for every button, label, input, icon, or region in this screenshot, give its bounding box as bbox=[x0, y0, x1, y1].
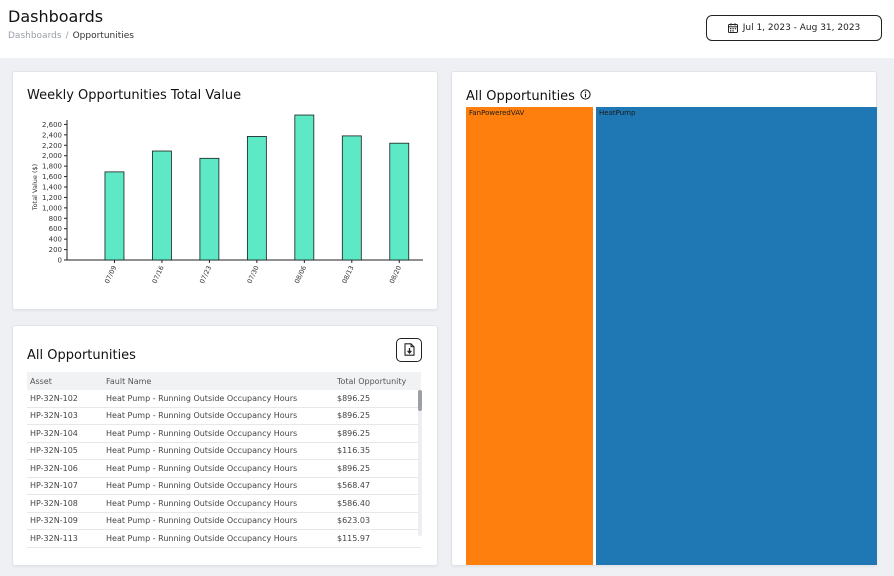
opportunities-table-card: All Opportunities Asset Fault Name Total… bbox=[12, 325, 438, 566]
x-tick-label: 07/09 bbox=[103, 264, 118, 284]
fault-name-cell: Heat Pump - Running Outside Occupancy Ho… bbox=[106, 516, 298, 526]
asset-cell: HP-32N-103 bbox=[30, 411, 78, 421]
y-tick-label: 1,800 bbox=[42, 163, 62, 171]
y-tick-label: 1,000 bbox=[42, 204, 62, 212]
weekly-bar-chart: 0 200 400 600 800 1,000 1,200 1,400 1,600 1,800 2,… bbox=[31, 114, 423, 285]
table-row[interactable]: HP-32N-102 Heat Pump - Running Outside Oc… bbox=[27, 390, 421, 408]
bar bbox=[389, 142, 410, 261]
total-opportunity-cell: $896.25 bbox=[337, 393, 371, 403]
table-row[interactable]: HP-32N-113 Heat Pump - Running Outside Oc… bbox=[27, 530, 421, 548]
y-tick-label: 1,400 bbox=[42, 184, 62, 192]
y-tick-label: 0 bbox=[58, 257, 62, 265]
fault-name-cell: Heat Pump - Running Outside Occupancy Ho… bbox=[106, 463, 298, 473]
calendar-icon bbox=[727, 23, 738, 33]
table-row[interactable]: HP-32N-104 Heat Pump - Running Outside Oc… bbox=[27, 425, 421, 443]
info-icon[interactable] bbox=[580, 89, 591, 104]
table-scrollbar[interactable] bbox=[418, 390, 422, 536]
asset-cell: HP-32N-105 bbox=[30, 446, 78, 456]
bar bbox=[246, 136, 267, 261]
weekly-chart-title: Weekly Opportunities Total Value bbox=[27, 88, 242, 103]
table-row[interactable]: HP-32N-107 Heat Pump - Running Outside Oc… bbox=[27, 478, 421, 495]
total-opportunity-cell: $623.03 bbox=[337, 516, 371, 526]
table-header: Asset Fault Name Total Opportunity bbox=[27, 372, 421, 390]
bar bbox=[341, 135, 362, 261]
breadcrumb-current: Opportunities bbox=[72, 31, 134, 41]
fault-name-cell: Heat Pump - Running Outside Occupancy Ho… bbox=[106, 446, 298, 456]
column-header-asset[interactable]: Asset bbox=[30, 376, 52, 386]
y-tick-label: 400 bbox=[49, 236, 62, 244]
breadcrumb-separator: / bbox=[65, 31, 69, 41]
column-header-fault-name[interactable]: Fault Name bbox=[106, 376, 152, 386]
asset-cell: HP-32N-108 bbox=[30, 498, 78, 508]
bar bbox=[104, 171, 125, 261]
table-row[interactable]: HP-32N-105 Heat Pump - Running Outside Oc… bbox=[27, 443, 421, 460]
total-opportunity-cell: $586.40 bbox=[337, 498, 371, 508]
treemap-tile-label: FanPoweredVAV bbox=[469, 109, 525, 117]
y-tick-label: 1,600 bbox=[42, 173, 62, 181]
table-row[interactable]: HP-32N-108 Heat Pump - Running Outside Oc… bbox=[27, 495, 421, 513]
fault-name-cell: Heat Pump - Running Outside Occupancy Ho… bbox=[106, 411, 298, 421]
y-tick-label: 600 bbox=[49, 225, 62, 233]
total-opportunity-cell: $116.35 bbox=[337, 446, 371, 456]
fault-name-cell: Heat Pump - Running Outside Occupancy Ho… bbox=[106, 428, 298, 438]
export-file-icon bbox=[403, 341, 415, 360]
x-tick-label: 07/23 bbox=[198, 264, 213, 284]
x-tick-label: 08/20 bbox=[388, 264, 403, 284]
fault-name-cell: Heat Pump - Running Outside Occupancy Ho… bbox=[106, 533, 298, 543]
asset-cell: HP-32N-107 bbox=[30, 481, 78, 491]
x-tick-label: 08/13 bbox=[340, 264, 355, 284]
page-title: Dashboards bbox=[8, 7, 104, 26]
treemap-title-row: All Opportunities bbox=[466, 89, 591, 104]
total-opportunity-cell: $896.25 bbox=[337, 428, 371, 438]
table-scrollbar-thumb[interactable] bbox=[418, 390, 422, 411]
bar bbox=[199, 157, 220, 261]
weekly-opportunities-card: Weekly Opportunities Total Value 0 200 400… bbox=[12, 71, 438, 310]
column-header-total-opportunity[interactable]: Total Opportunity bbox=[337, 376, 407, 386]
fault-name-cell: Heat Pump - Running Outside Occupancy Ho… bbox=[106, 393, 298, 403]
bar bbox=[152, 150, 172, 261]
y-axis-label: Total Value ($) bbox=[31, 164, 39, 211]
total-opportunity-cell: $568.47 bbox=[337, 481, 371, 491]
bar bbox=[294, 114, 315, 261]
table-title: All Opportunities bbox=[27, 348, 136, 363]
table-row[interactable]: HP-32N-109 Heat Pump - Running Outside Oc… bbox=[27, 513, 421, 530]
treemap-title: All Opportunities bbox=[466, 89, 575, 104]
total-opportunity-cell: $896.25 bbox=[337, 411, 371, 421]
x-tick-label: 08/06 bbox=[293, 264, 308, 284]
date-range-button[interactable]: Jul 1, 2023 - Aug 31, 2023 bbox=[706, 15, 882, 41]
total-opportunity-cell: $896.25 bbox=[337, 463, 371, 473]
y-tick-label: 2,000 bbox=[42, 152, 62, 160]
asset-cell: HP-32N-109 bbox=[30, 516, 78, 526]
total-opportunity-cell: $115.97 bbox=[337, 533, 371, 543]
table-row[interactable]: HP-32N-103 Heat Pump - Running Outside Oc… bbox=[27, 408, 421, 425]
treemap-tile[interactable]: FanPoweredVAV bbox=[466, 107, 593, 565]
export-button[interactable] bbox=[396, 338, 422, 362]
y-tick-label: 200 bbox=[49, 246, 62, 254]
asset-cell: HP-32N-104 bbox=[30, 428, 78, 438]
date-range-label: Jul 1, 2023 - Aug 31, 2023 bbox=[742, 23, 861, 33]
breadcrumb-dashboards-link[interactable]: Dashboards bbox=[8, 31, 62, 41]
y-tick-label: 1,200 bbox=[42, 194, 62, 202]
opportunities-treemap: FanPoweredVAV HeatPump bbox=[466, 107, 877, 565]
table-row[interactable]: HP-32N-106 Heat Pump - Running Outside Oc… bbox=[27, 460, 421, 478]
y-tick-label: 2,600 bbox=[42, 121, 62, 129]
breadcrumb: Dashboards / Opportunities bbox=[8, 31, 134, 41]
x-tick-label: 07/16 bbox=[151, 264, 166, 284]
y-tick-label: 800 bbox=[49, 215, 62, 223]
treemap-tile[interactable]: HeatPump bbox=[596, 107, 877, 565]
y-tick-label: 2,400 bbox=[42, 131, 62, 139]
asset-cell: HP-32N-106 bbox=[30, 463, 78, 473]
fault-name-cell: Heat Pump - Running Outside Occupancy Ho… bbox=[106, 481, 298, 491]
fault-name-cell: Heat Pump - Running Outside Occupancy Ho… bbox=[106, 498, 298, 508]
opportunities-table: Asset Fault Name Total Opportunity HP-32… bbox=[27, 372, 421, 558]
opportunities-treemap-card: All Opportunities FanPoweredVAV HeatPump bbox=[451, 71, 877, 566]
x-tick-label: 07/30 bbox=[246, 264, 261, 284]
asset-cell: HP-32N-102 bbox=[30, 393, 78, 403]
table-body: HP-32N-102 Heat Pump - Running Outside Oc… bbox=[27, 390, 421, 548]
top-bar: Dashboards Dashboards / Opportunities Ju… bbox=[0, 0, 894, 58]
treemap-tile-label: HeatPump bbox=[599, 109, 636, 117]
asset-cell: HP-32N-113 bbox=[30, 533, 78, 543]
y-tick-label: 2,200 bbox=[42, 142, 62, 150]
